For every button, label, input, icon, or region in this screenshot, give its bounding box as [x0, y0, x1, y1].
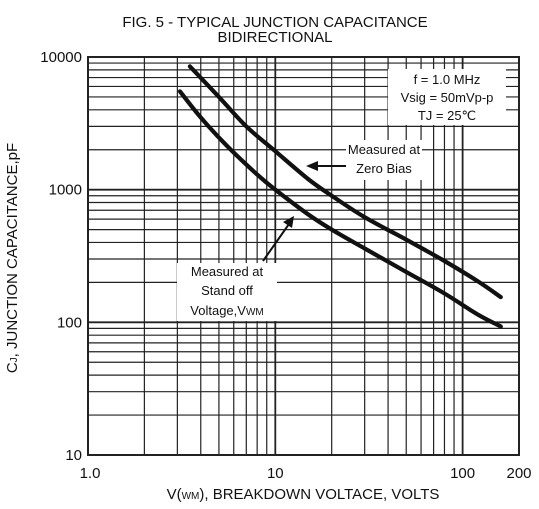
condition-vsig: Vsig = 50mVp-p	[401, 90, 494, 105]
x-tick-label: 200	[506, 465, 531, 482]
y-tick-label: 10000	[40, 49, 82, 66]
y-axis-label: CJ, JUNCTION CAPACITANCE,pF	[4, 143, 21, 373]
annotation-standoff-line-3: Voltage,VWM	[190, 303, 263, 318]
annotation-standoff-box	[177, 263, 277, 321]
condition-temperature: TJ = 25℃	[418, 108, 476, 123]
standoff-voltage-curve	[177, 89, 503, 329]
annotation-standoff-line-2: Stand off	[201, 283, 253, 298]
annotation-standoff-subscript: WM	[246, 307, 264, 318]
annotation-zero-bias-box	[346, 140, 422, 180]
conditions-box	[388, 69, 506, 125]
annotation-standoff-line-1: Measured at	[191, 264, 264, 279]
annotation-standoff-arrow	[262, 223, 290, 262]
annotation-standoff-voltage-text: Voltage,V	[190, 303, 246, 318]
x-tick-label: 1.0	[80, 465, 101, 482]
y-tick-label: 100	[57, 314, 82, 331]
x-tick-label: 100	[450, 465, 475, 482]
x-axis-label: V(WM), BREAKDOWN VOLTACE, VOLTS	[167, 486, 440, 503]
condition-frequency: f = 1.0 MHz	[414, 72, 481, 87]
x-tick-label: 10	[267, 465, 284, 482]
y-tick-label: 10	[65, 447, 82, 464]
x-tick-labels: 1.0 10 100 200	[80, 465, 532, 482]
chart-title: FIG. 5 - TYPICAL JUNCTION CAPACITANCE	[122, 14, 427, 31]
zero-bias-curve	[187, 64, 503, 300]
y-tick-label: 1000	[49, 182, 82, 199]
annotation-zero-bias-line-1: Measured at	[348, 142, 421, 157]
annotation-zero-bias-arrowhead	[306, 161, 318, 171]
y-tick-labels: 10 100 1000 10000	[40, 49, 82, 464]
annotation-zero-bias-line-2: Zero Bias	[356, 161, 412, 176]
annotation-standoff-arrowhead	[283, 216, 294, 228]
chart-subtitle: BIDIRECTIONAL	[217, 29, 332, 46]
series	[177, 64, 503, 329]
